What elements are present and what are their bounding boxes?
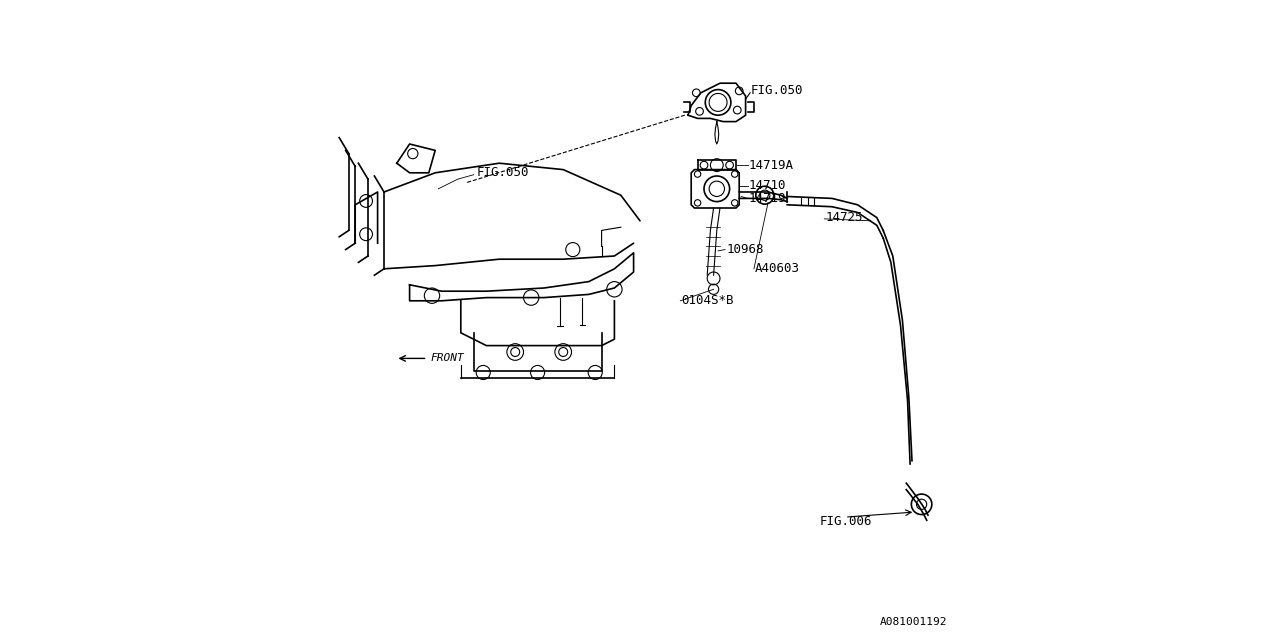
Text: 10968: 10968	[727, 243, 764, 256]
Text: FRONT: FRONT	[430, 353, 465, 364]
Text: A081001192: A081001192	[879, 617, 947, 627]
Text: 14719: 14719	[749, 192, 786, 205]
Text: 14725: 14725	[826, 211, 863, 224]
Text: 0104S*B: 0104S*B	[681, 294, 735, 307]
Text: 14710: 14710	[749, 179, 786, 192]
Text: 14719A: 14719A	[749, 159, 794, 172]
Text: FIG.050: FIG.050	[477, 166, 530, 179]
Text: A40603: A40603	[755, 262, 800, 275]
Text: FIG.006: FIG.006	[819, 515, 872, 528]
Text: FIG.050: FIG.050	[750, 84, 804, 97]
